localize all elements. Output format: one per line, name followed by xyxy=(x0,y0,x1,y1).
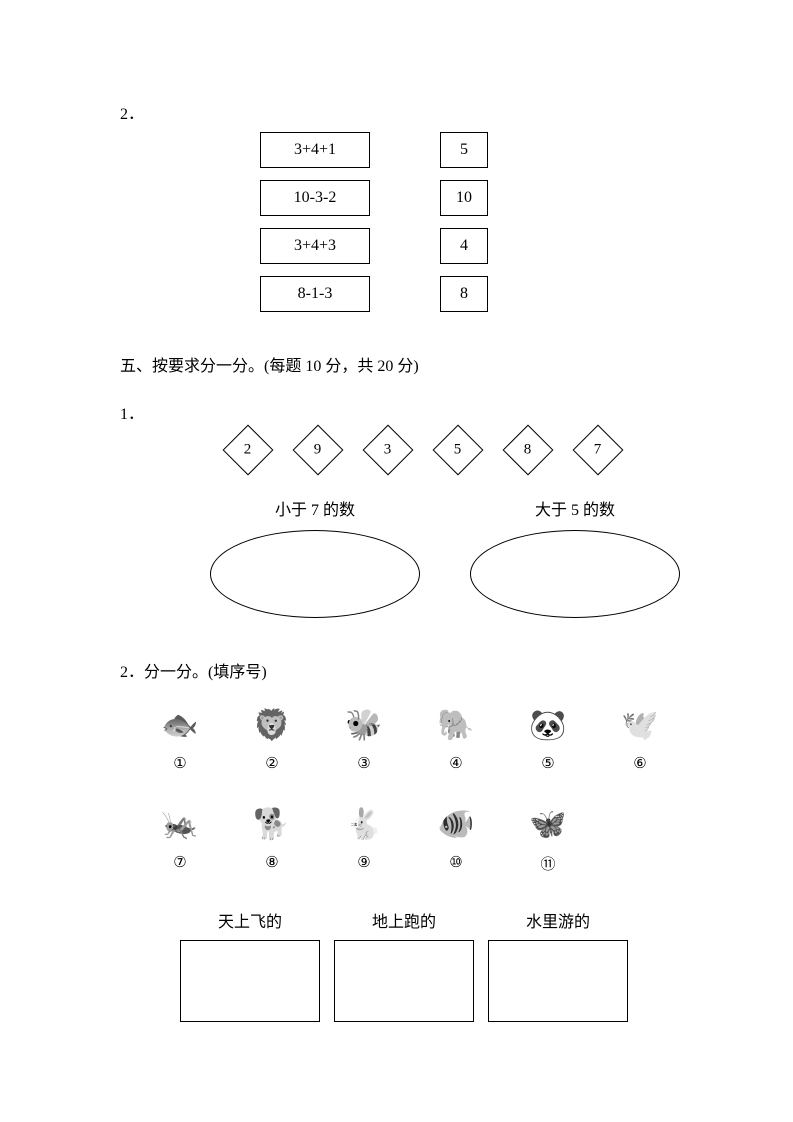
oval-label-right: 大于 5 的数 xyxy=(535,496,615,520)
animal-cell: 🐕 ⑧ xyxy=(242,803,302,874)
question-2-number: 2． xyxy=(120,100,673,124)
category-section: 天上飞的 地上跑的 水里游的 xyxy=(180,908,673,1022)
goldfish-icon: 🐠 xyxy=(430,803,482,845)
bird-icon: 🕊️ xyxy=(614,704,666,746)
animal-number: ⑦ xyxy=(173,853,186,872)
category-box-run xyxy=(334,940,474,1022)
oval-right xyxy=(470,530,680,618)
category-label-fly: 天上飞的 xyxy=(218,908,282,932)
animal-number: ⑥ xyxy=(633,754,646,773)
oval-left xyxy=(210,530,420,618)
animal-cell: 🐘 ④ xyxy=(426,704,486,773)
question-5-2-title: 2．分一分。(填序号) xyxy=(120,658,673,682)
diamond-shape: 5 xyxy=(433,425,484,476)
category-label-run: 地上跑的 xyxy=(372,908,436,932)
dragonfly-icon: 🦗 xyxy=(154,803,206,845)
category-swim: 水里游的 xyxy=(488,908,628,1022)
number-box: 10 xyxy=(440,180,488,216)
diamond-shape: 2 xyxy=(223,425,274,476)
diamond-shape: 9 xyxy=(293,425,344,476)
animal-cell: 🦗 ⑦ xyxy=(150,803,210,874)
matching-area: 3+4+1 10-3-2 3+4+3 8-1-3 5 10 4 8 xyxy=(260,132,673,312)
number-box: 5 xyxy=(440,132,488,168)
equation-box: 3+4+1 xyxy=(260,132,370,168)
animal-cell: 🐝 ③ xyxy=(334,704,394,773)
question-5-1-number: 1． xyxy=(120,400,673,424)
rabbit-icon: 🐇 xyxy=(338,803,390,845)
number-box: 8 xyxy=(440,276,488,312)
diamond-shape: 3 xyxy=(363,425,414,476)
animal-number: ③ xyxy=(357,754,370,773)
animal-grid: 🐟 ① 🦁 ② 🐝 ③ 🐘 ④ 🐼 ⑤ 🕊️ ⑥ 🦗 ⑦ 🐕 xyxy=(150,704,673,874)
butterfly-icon: 🦋 xyxy=(522,803,574,845)
section-5-title: 五、按要求分一分。(每题 10 分，共 20 分) xyxy=(120,352,673,376)
category-run: 地上跑的 xyxy=(334,908,474,1022)
dog-icon: 🐕 xyxy=(246,803,298,845)
animal-row-1: 🐟 ① 🦁 ② 🐝 ③ 🐘 ④ 🐼 ⑤ 🕊️ ⑥ xyxy=(150,704,673,773)
panda-icon: 🐼 xyxy=(522,704,574,746)
oval-group-right: 大于 5 的数 xyxy=(470,496,680,618)
elephant-icon: 🐘 xyxy=(430,704,482,746)
animal-cell: 🕊️ ⑥ xyxy=(610,704,670,773)
animal-row-2: 🦗 ⑦ 🐕 ⑧ 🐇 ⑨ 🐠 ⑩ 🦋 ⑪ xyxy=(150,803,673,874)
category-box-swim xyxy=(488,940,628,1022)
animal-cell: 🐇 ⑨ xyxy=(334,803,394,874)
fish-icon: 🐟 xyxy=(154,704,206,746)
category-label-swim: 水里游的 xyxy=(526,908,590,932)
diamond-row: 2 9 3 5 8 7 xyxy=(230,432,673,468)
lion-icon: 🦁 xyxy=(246,704,298,746)
diamond-shape: 8 xyxy=(503,425,554,476)
animal-number: ⑧ xyxy=(265,853,278,872)
diamond-number: 9 xyxy=(314,442,322,459)
equation-box: 3+4+3 xyxy=(260,228,370,264)
diamond-number: 3 xyxy=(384,442,392,459)
oval-section: 小于 7 的数 大于 5 的数 xyxy=(210,496,673,618)
equation-box: 10-3-2 xyxy=(260,180,370,216)
oval-group-left: 小于 7 的数 xyxy=(210,496,420,618)
animal-cell: 🐼 ⑤ xyxy=(518,704,578,773)
animal-cell: 🐠 ⑩ xyxy=(426,803,486,874)
animal-number: ② xyxy=(265,754,278,773)
equation-column: 3+4+1 10-3-2 3+4+3 8-1-3 xyxy=(260,132,370,312)
animal-cell: 🦋 ⑪ xyxy=(518,803,578,874)
bee-icon: 🐝 xyxy=(338,704,390,746)
animal-number: ④ xyxy=(449,754,462,773)
animal-number: ⑩ xyxy=(449,853,462,872)
oval-label-left: 小于 7 的数 xyxy=(275,496,355,520)
diamond-number: 2 xyxy=(244,442,252,459)
animal-cell: 🦁 ② xyxy=(242,704,302,773)
animal-number: ⑨ xyxy=(357,853,370,872)
equation-box: 8-1-3 xyxy=(260,276,370,312)
number-box: 4 xyxy=(440,228,488,264)
category-fly: 天上飞的 xyxy=(180,908,320,1022)
number-column: 5 10 4 8 xyxy=(440,132,488,312)
diamond-shape: 7 xyxy=(573,425,624,476)
diamond-number: 5 xyxy=(454,442,462,459)
category-box-fly xyxy=(180,940,320,1022)
animal-number: ⑪ xyxy=(540,853,555,874)
diamond-number: 7 xyxy=(594,442,602,459)
animal-number: ① xyxy=(173,754,186,773)
animal-number: ⑤ xyxy=(541,754,554,773)
animal-cell: 🐟 ① xyxy=(150,704,210,773)
diamond-number: 8 xyxy=(524,442,532,459)
